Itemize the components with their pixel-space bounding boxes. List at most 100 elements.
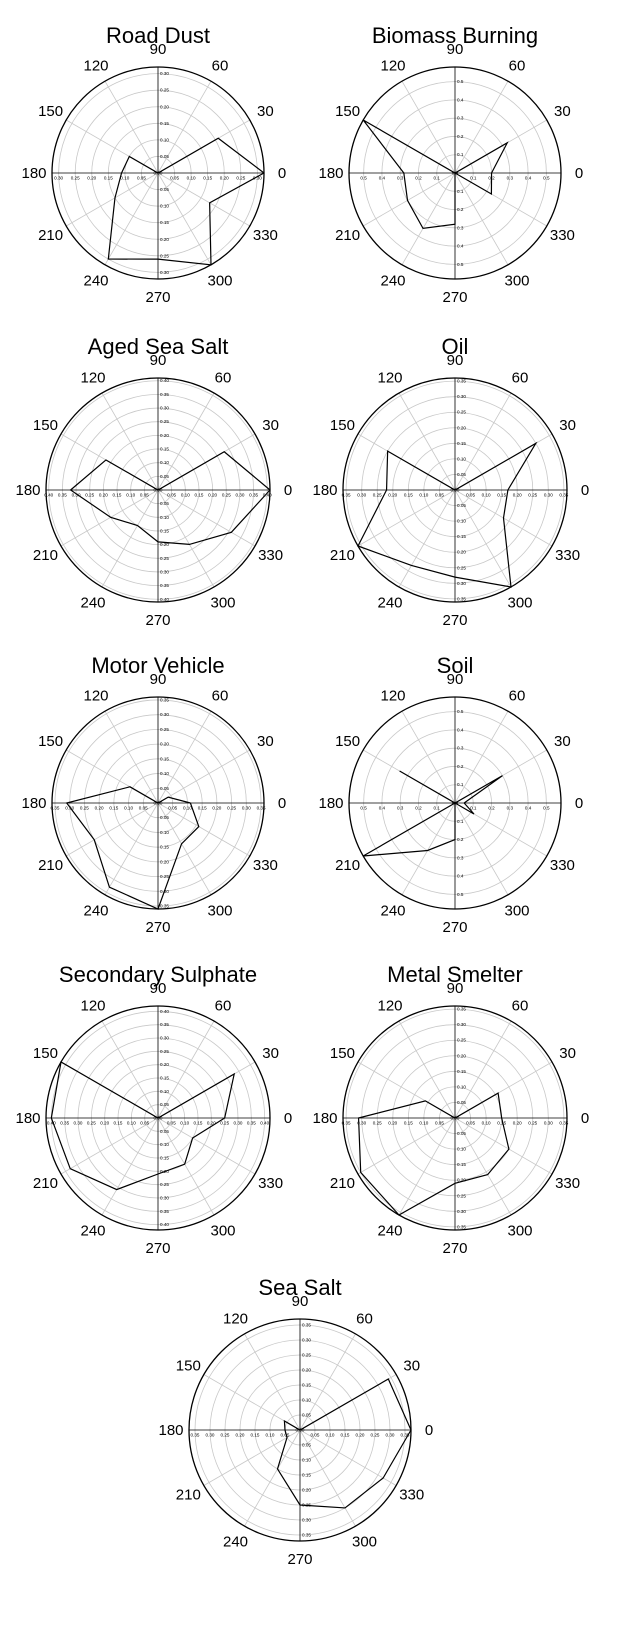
- angle-label: 0: [278, 795, 286, 812]
- angle-label: 330: [555, 547, 580, 564]
- grid-spoke: [104, 172, 159, 265]
- angle-label: 0: [581, 1110, 589, 1127]
- tick-label: 0.20: [160, 742, 169, 747]
- tick-label: 0.10: [160, 204, 169, 209]
- tick-label: 0.1: [434, 806, 441, 811]
- tick-label: 0.25: [528, 1121, 537, 1126]
- tick-label: 0.3: [397, 806, 404, 811]
- tick-label: 0.15: [497, 493, 506, 498]
- tick-label: 0.15: [109, 806, 118, 811]
- tick-label: 0.40: [260, 1121, 269, 1126]
- angle-label: 210: [330, 547, 355, 564]
- tick-label: 0.35: [160, 392, 169, 397]
- outer-circle: [45, 1005, 271, 1231]
- grid-spoke: [104, 81, 159, 174]
- grid-spoke: [398, 489, 456, 588]
- tick-label: 0.3: [507, 176, 514, 181]
- tick-label: 0.3: [457, 116, 464, 121]
- tick-label: 0.30: [160, 569, 169, 574]
- tick-label: 0.05: [435, 493, 444, 498]
- tick-label: 0.20: [160, 433, 169, 438]
- tick-label: 0.10: [124, 806, 133, 811]
- angle-label: 300: [207, 272, 232, 289]
- tick-label: 0.35: [247, 1121, 256, 1126]
- angle-label: 150: [38, 103, 63, 120]
- angle-label: 240: [377, 595, 402, 612]
- angle-label: 60: [509, 688, 526, 705]
- angle-label: 330: [399, 1487, 424, 1504]
- angle-label: 90: [447, 41, 464, 58]
- tick-label: 0.10: [120, 176, 129, 181]
- tick-label: 0.1: [470, 806, 477, 811]
- grid-spoke: [157, 392, 215, 491]
- tick-label: 0.20: [457, 550, 466, 555]
- angle-label: 210: [335, 227, 360, 244]
- chart-title: Road Dust: [106, 23, 210, 48]
- tick-label: 0.30: [457, 1022, 466, 1027]
- tick-label: 0.25: [457, 410, 466, 415]
- tick-label: 0.20: [236, 1433, 245, 1438]
- tick-label: 0.15: [160, 1156, 169, 1161]
- tick-label: 0.10: [187, 176, 196, 181]
- grid-spoke: [454, 1020, 512, 1119]
- tick-label: 0.5: [457, 262, 464, 267]
- angle-label: 330: [550, 857, 575, 874]
- tick-label: 0.35: [457, 596, 466, 601]
- tick-label: 0.25: [221, 1433, 230, 1438]
- tick-label: 0.1: [457, 189, 464, 194]
- angle-label: 240: [380, 902, 405, 919]
- tick-label: 0.15: [160, 121, 169, 126]
- tick-label: 0.25: [373, 1121, 382, 1126]
- tick-label: 0.05: [457, 472, 466, 477]
- tick-label: 0.35: [302, 1323, 311, 1328]
- angle-label: 210: [176, 1487, 201, 1504]
- angle-label: 60: [512, 997, 529, 1014]
- tick-label: 0.15: [341, 1433, 350, 1438]
- tick-label: 0.25: [373, 493, 382, 498]
- grid-spoke: [398, 1020, 456, 1119]
- angle-label: 300: [504, 902, 529, 919]
- angle-label: 330: [253, 857, 278, 874]
- outer-circle: [342, 1005, 568, 1231]
- tick-label: 0.05: [281, 1433, 290, 1438]
- tick-label: 0.15: [160, 528, 169, 533]
- angle-label: 330: [555, 1175, 580, 1192]
- tick-label: 0.25: [371, 1433, 380, 1438]
- angle-label: 210: [335, 857, 360, 874]
- tick-label: 0.4: [457, 97, 464, 102]
- angle-label: 150: [33, 1045, 58, 1062]
- grid-spoke: [101, 489, 159, 588]
- grid-spoke: [454, 392, 512, 491]
- angle-label: 150: [335, 733, 360, 750]
- angle-label: 150: [330, 417, 355, 434]
- angle-label: 30: [257, 103, 274, 120]
- tick-label: 0.5: [543, 806, 550, 811]
- tick-label: 0.20: [302, 1488, 311, 1493]
- tick-label: 0.05: [160, 1102, 169, 1107]
- tick-label: 0.30: [160, 71, 169, 76]
- angle-label: 210: [33, 1175, 58, 1192]
- angle-label: 240: [377, 1223, 402, 1240]
- tick-label: 0.30: [544, 1121, 553, 1126]
- angle-label: 120: [83, 58, 108, 75]
- tick-label: 0.25: [160, 556, 169, 561]
- grid-spoke: [157, 1117, 215, 1216]
- angle-label: 30: [262, 417, 279, 434]
- tick-label: 0.30: [457, 1209, 466, 1214]
- angle-label: 180: [21, 165, 46, 182]
- tick-label: 0.20: [457, 1053, 466, 1058]
- tick-label: 0.30: [72, 493, 81, 498]
- tick-label: 0.25: [71, 176, 80, 181]
- tick-label: 0.10: [302, 1458, 311, 1463]
- tick-label: 0.4: [525, 806, 532, 811]
- tick-label: 0.5: [457, 79, 464, 84]
- angle-label: 180: [312, 482, 337, 499]
- angle-label: 270: [145, 612, 170, 629]
- angle-label: 270: [442, 612, 467, 629]
- tick-label: 0.1: [457, 782, 464, 787]
- tick-label: 0.35: [257, 806, 266, 811]
- tick-label: 0.15: [203, 176, 212, 181]
- polar-chart-sea-salt: Sea Salt0.000.050.050.050.050.100.100.10…: [158, 1275, 433, 1568]
- tick-label: 0.30: [253, 176, 262, 181]
- tick-label: 0.10: [127, 1121, 136, 1126]
